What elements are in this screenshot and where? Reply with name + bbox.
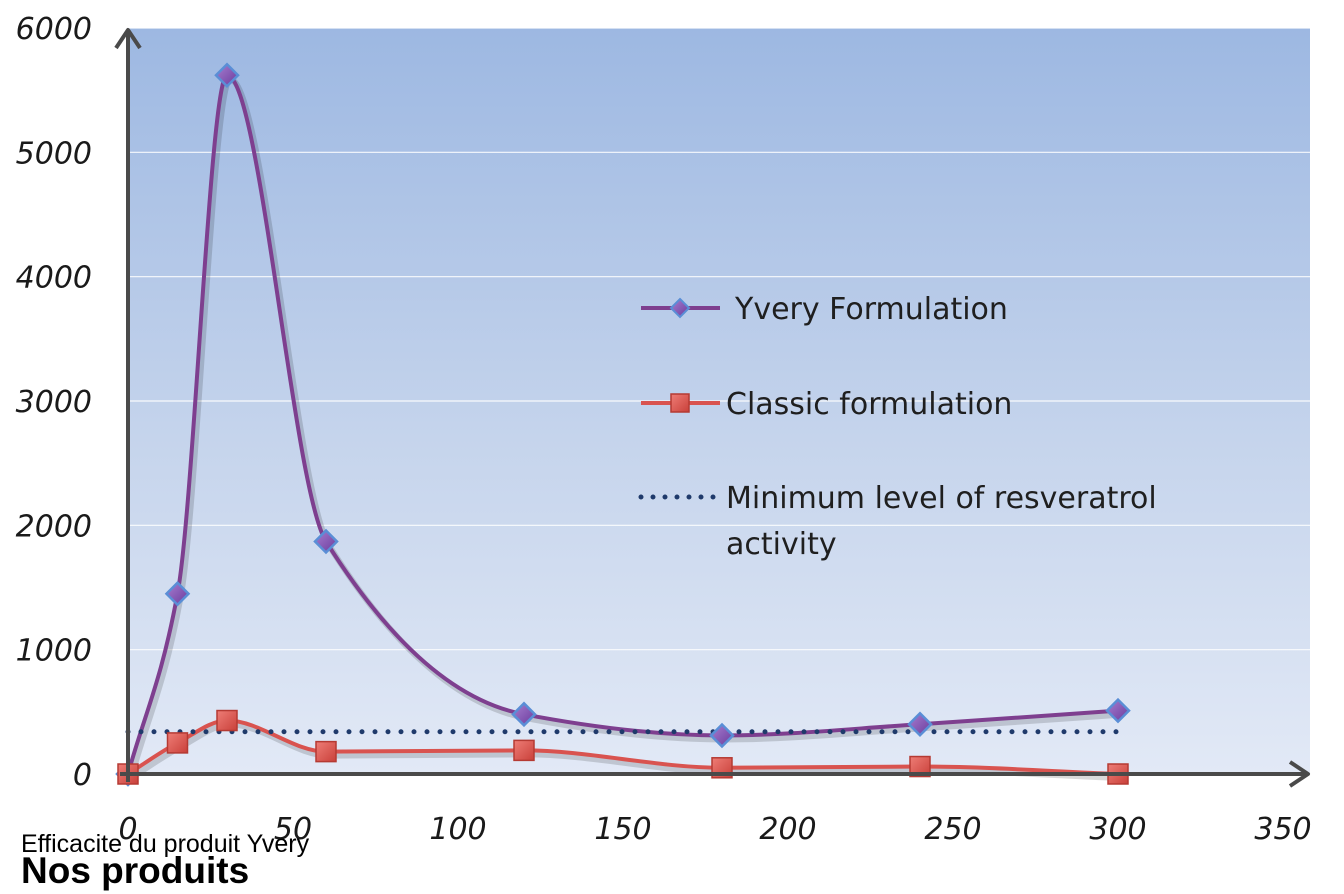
y-tick-label: 3000 [16,385,92,420]
x-axis-arrow [1288,760,1310,788]
legend-marker-yvery [669,297,691,319]
series-line-yvery [126,73,1119,775]
data-point-classic [216,709,238,732]
x-tick-label: 200 [759,812,816,847]
y-tick-label: 6000 [16,12,92,47]
y-tick-label: 1000 [16,634,92,669]
x-tick-label: 300 [1089,812,1146,847]
x-tick-label: 350 [1254,812,1311,847]
data-point-yvery [907,711,933,738]
data-point-classic [513,739,535,762]
x-tick-label: 150 [594,812,651,847]
data-point-yvery [214,62,240,89]
x-tick-label: 250 [924,812,981,847]
legend-label-minimum: Minimum level of resveratrol [726,481,1157,516]
chart-caption: Efficacite du produit Yvery [21,830,310,858]
x-tick-label: 50 [274,812,312,847]
data-point-yvery [313,528,339,555]
data-point-yvery [164,580,191,607]
legend-label-classic: Classic formulation [726,387,1012,422]
x-tick-label: 0 [118,812,137,847]
data-point-yvery [709,722,735,749]
legend-marker-classic [670,393,690,413]
y-axis-arrow [114,28,142,50]
data-point-classic [166,732,189,754]
data-point-classic [315,740,337,763]
y-tick-label: 2000 [16,509,92,544]
data-point-classic [909,755,931,778]
y-tick-label: 0 [73,758,92,793]
y-tick-label: 4000 [16,261,92,296]
section-heading: Nos produits [21,850,250,891]
y-tick-label: 5000 [16,136,92,171]
data-point-yvery [511,701,537,728]
legend-label-minimum-line2: activity [726,527,837,562]
legend-label-yvery: Yvery Formulation [734,292,1008,327]
x-tick-label: 100 [429,812,486,847]
data-point-yvery [1105,697,1131,724]
